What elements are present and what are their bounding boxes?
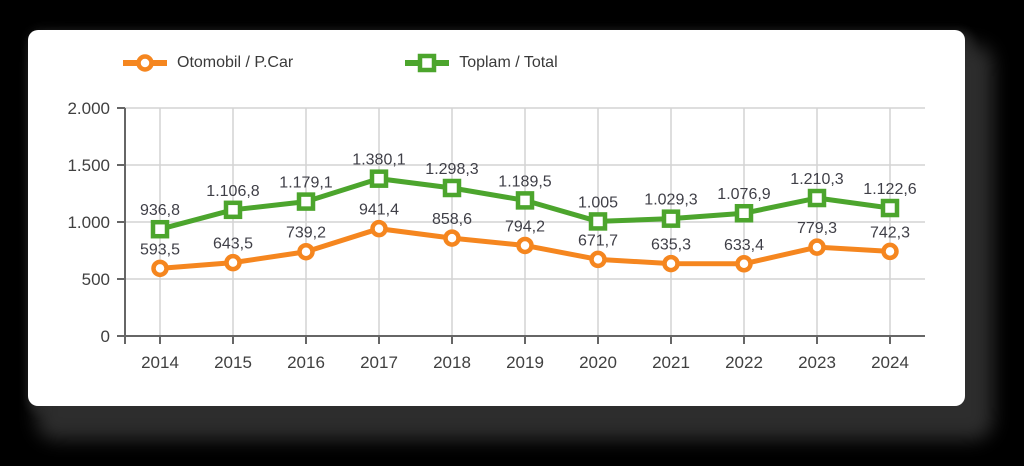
data-point-marker	[223, 200, 243, 220]
line-chart-plot: 0 500 1.000 1.500 2.000 2014 2015 2016 2017 2018 2…	[67, 99, 925, 372]
data-point-marker	[662, 254, 680, 273]
data-label: 936,8	[140, 202, 180, 219]
data-point-marker	[442, 178, 462, 198]
y-axis-tick-label: 500	[82, 270, 110, 289]
data-point-marker	[734, 203, 754, 223]
data-label: 671,7	[578, 232, 618, 249]
y-axis-tick-label: 1.000	[67, 213, 110, 232]
x-axis-tick-label: 2019	[506, 353, 544, 372]
data-point-marker	[807, 188, 827, 208]
x-axis-tick-label: 2020	[579, 353, 617, 372]
data-point-marker	[880, 198, 900, 218]
legend-line-square-marker-icon	[405, 53, 450, 73]
y-axis-tick-label: 0	[101, 327, 110, 346]
x-axis-tick-label: 2023	[798, 353, 836, 372]
x-axis-tick-label: 2018	[433, 353, 471, 372]
legend-label-pcar: Otomobil / P.Car	[177, 54, 294, 71]
data-point-marker	[443, 229, 461, 247]
x-axis-tick-label: 2021	[652, 353, 690, 372]
data-point-marker	[151, 259, 169, 278]
data-label: 633,4	[724, 237, 764, 254]
data-label: 643,5	[213, 236, 253, 253]
data-label: 1.179,1	[279, 175, 332, 192]
y-axis-tick-label: 2.000	[67, 99, 110, 118]
data-point-marker	[296, 192, 316, 211]
data-label: 794,2	[505, 218, 545, 235]
data-point-marker	[369, 169, 389, 188]
data-point-marker	[735, 255, 753, 273]
y-axis-tick-label: 1.500	[67, 156, 110, 175]
data-point-marker	[516, 236, 534, 255]
x-axis-tick-label: 2022	[725, 353, 763, 372]
legend-line-circle-marker-icon	[123, 54, 167, 72]
legend-item-pcar: Otomobil / P.Car	[123, 53, 293, 73]
data-point-marker	[588, 212, 608, 231]
data-label: 858,6	[432, 211, 472, 228]
data-label: 1.106,8	[206, 183, 259, 200]
data-point-marker	[881, 242, 899, 261]
chart-card: Otomobil / P.Car Toplam / Total 0 500 1.00…	[28, 30, 965, 406]
data-label: 779,3	[797, 220, 837, 237]
data-label: 635,3	[651, 237, 691, 254]
data-point-marker	[224, 253, 242, 272]
data-label: 1.029,3	[644, 192, 697, 209]
data-label: 1.076,9	[717, 186, 770, 203]
data-label: 1.005	[578, 194, 618, 211]
data-point-marker	[150, 219, 170, 239]
x-axis-tick-label: 2015	[214, 353, 252, 372]
data-point-marker	[297, 242, 315, 261]
data-label: 1.122,6	[863, 181, 916, 198]
data-label: 1.210,3	[790, 171, 843, 188]
x-axis-tick-label: 2024	[871, 353, 909, 372]
data-label: 593,5	[140, 241, 180, 258]
legend-item-total: Toplam / Total	[405, 53, 558, 73]
data-point-marker	[515, 191, 535, 210]
x-axis-tick-label: 2016	[287, 353, 325, 372]
data-label: 739,2	[286, 225, 326, 242]
data-label: 1.298,3	[425, 161, 478, 178]
data-label: 1.189,5	[498, 173, 551, 190]
data-label: 941,4	[359, 202, 399, 219]
legend-label-total: Toplam / Total	[459, 54, 558, 71]
data-point-marker	[661, 209, 681, 228]
data-label: 742,3	[870, 224, 910, 241]
x-axis-tick-label: 2014	[141, 353, 179, 372]
data-point-marker	[808, 238, 826, 256]
x-axis-tick-label: 2017	[360, 353, 398, 372]
legend: Otomobil / P.Car Toplam / Total	[123, 50, 558, 76]
data-point-marker	[589, 250, 607, 269]
data-label: 1.380,1	[352, 152, 405, 169]
data-point-marker	[370, 219, 388, 238]
